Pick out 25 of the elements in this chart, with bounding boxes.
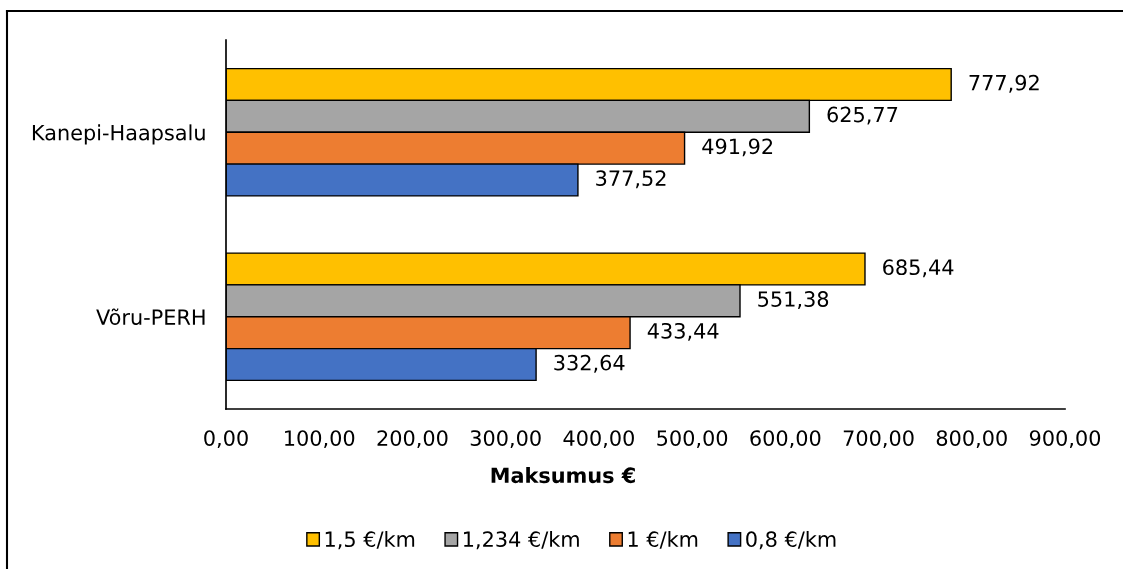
- x-tick-label: 0,00: [204, 430, 248, 449]
- x-tick-label: 800,00: [936, 430, 1007, 449]
- x-axis-title: Maksumus €: [491, 467, 635, 484]
- data-label: 377,52: [596, 170, 666, 189]
- legend-label: 1,234 €/km: [464, 530, 579, 550]
- data-label: 332,64: [554, 354, 625, 373]
- data-label: 777,92: [969, 74, 1039, 93]
- legend-label: 1 €/km: [628, 530, 698, 549]
- data-label: 685,44: [883, 259, 954, 278]
- x-tick-label: 100,00: [285, 430, 355, 449]
- x-tick-label: 900,00: [1029, 430, 1101, 449]
- y-tick-label: Kanepi-Haapsalu: [32, 124, 205, 145]
- data-label: 433,44: [647, 322, 719, 341]
- data-label: 625,77: [827, 106, 898, 125]
- x-tick-label: 200,00: [377, 430, 448, 449]
- y-tick-label: Võru-PERH: [96, 308, 205, 325]
- legend-label: 1,5 €/km: [325, 530, 415, 550]
- x-tick-label: 500,00: [657, 430, 728, 449]
- x-tick-label: 600,00: [750, 430, 821, 449]
- x-tick-label: 400,00: [563, 430, 634, 449]
- x-tick-label: 700,00: [843, 430, 914, 449]
- data-label: 491,92: [702, 138, 773, 157]
- data-label: 551,38: [758, 291, 829, 310]
- x-tick-label: 300,00: [470, 430, 541, 449]
- legend-label: 0,8 €/km: [746, 530, 836, 550]
